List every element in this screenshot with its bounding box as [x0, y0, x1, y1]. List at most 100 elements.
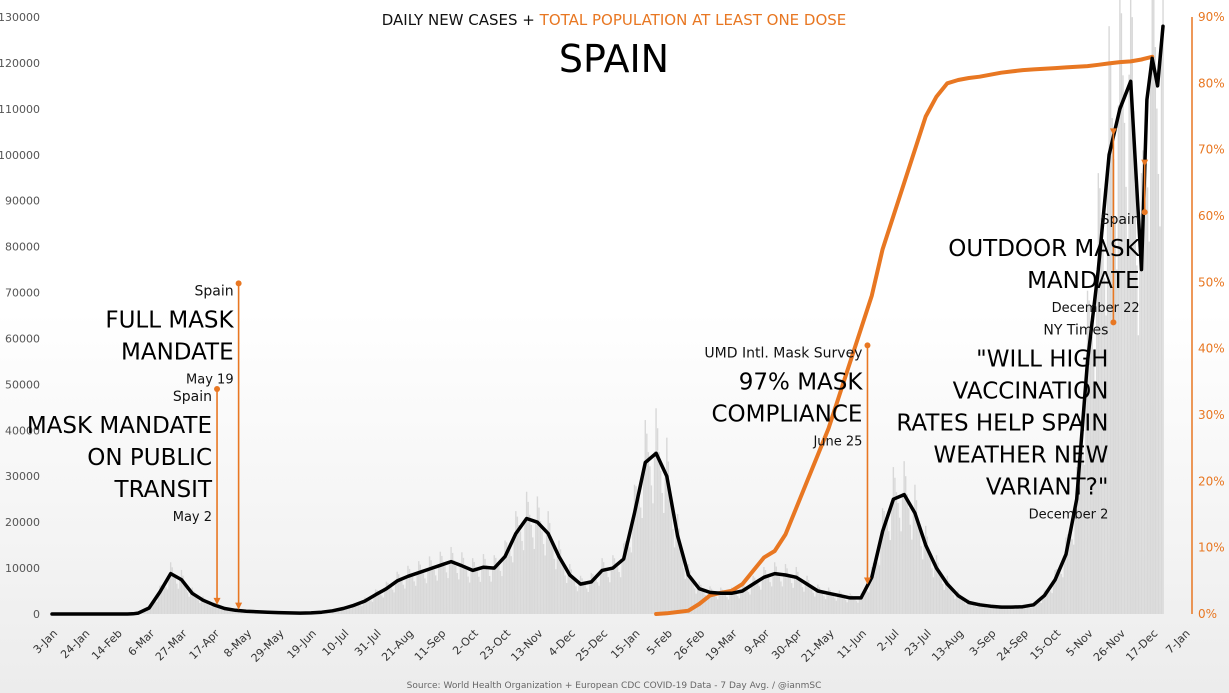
daily-case-bar: [542, 544, 545, 614]
x-tick-label: 17-Apr: [187, 627, 223, 663]
daily-case-bar: [1080, 448, 1083, 614]
daily-case-bar: [861, 591, 864, 614]
daily-case-bar: [1086, 290, 1089, 614]
daily-case-bar: [995, 608, 998, 614]
daily-case-bar: [948, 580, 950, 614]
daily-case-bar: [1068, 534, 1070, 614]
daily-case-bar: [370, 600, 372, 614]
daily-case-bar: [604, 567, 606, 614]
daily-case-bar: [965, 604, 967, 614]
daily-case-bar: [162, 585, 164, 614]
daily-case-bar: [211, 603, 213, 614]
daily-case-bar: [795, 566, 797, 614]
x-tick-label: 7-Jan: [1163, 627, 1192, 656]
daily-case-bar: [898, 517, 901, 614]
daily-case-bar: [763, 566, 765, 614]
y-right-tick-label: 50%: [1198, 275, 1225, 289]
daily-case-bar: [228, 609, 230, 614]
annotation-arrowhead: [235, 602, 243, 610]
daily-case-bar: [545, 530, 548, 614]
daily-case-bar: [478, 576, 480, 614]
daily-case-bar: [610, 567, 613, 614]
daily-case-bar: [721, 589, 724, 614]
daily-case-bar: [328, 612, 331, 614]
daily-case-bar: [622, 543, 625, 614]
daily-case-bar: [1003, 606, 1006, 614]
daily-case-bar: [915, 500, 918, 614]
daily-case-bar: [544, 555, 546, 614]
daily-case-bar: [1023, 605, 1026, 614]
daily-case-bar: [733, 591, 736, 614]
daily-case-bar: [743, 585, 745, 614]
daily-case-bar: [513, 535, 515, 614]
daily-case-bar: [347, 607, 349, 614]
daily-case-bar: [1008, 609, 1010, 614]
y-left-tick-label: 70000: [5, 287, 40, 300]
daily-case-bar: [521, 540, 523, 614]
daily-case-bar: [527, 501, 529, 614]
daily-case-bar: [864, 590, 867, 614]
daily-case-bar: [827, 587, 830, 614]
daily-case-bar: [1143, 150, 1146, 614]
daily-case-bar: [422, 573, 425, 614]
daily-case-bar: [1137, 335, 1140, 614]
daily-case-bar: [908, 508, 910, 614]
daily-case-bar: [552, 547, 554, 614]
daily-case-bar: [649, 466, 651, 614]
daily-case-bar: [766, 574, 768, 614]
daily-case-bar: [925, 525, 927, 614]
daily-case-bar: [458, 579, 460, 614]
daily-case-bar: [784, 564, 787, 614]
daily-case-bar: [1006, 608, 1009, 614]
daily-case-bar: [193, 590, 195, 614]
daily-case-bar: [624, 541, 626, 614]
daily-case-bar: [696, 586, 699, 614]
y-right-tick-label: 30%: [1198, 408, 1225, 422]
daily-case-bar: [945, 581, 947, 614]
daily-case-bar: [493, 555, 495, 614]
daily-case-bar: [398, 574, 400, 614]
daily-case-bar: [498, 565, 500, 614]
daily-case-bar: [182, 575, 184, 614]
daily-case-bar: [735, 593, 737, 614]
daily-case-bar: [897, 503, 899, 614]
daily-case-bar: [1151, 0, 1153, 614]
daily-case-bar: [401, 580, 403, 614]
daily-case-bar: [487, 569, 489, 614]
daily-case-bar: [414, 585, 417, 614]
daily-case-bar: [165, 587, 167, 614]
y-left-tick-label: 40000: [5, 424, 40, 437]
daily-case-bar: [371, 601, 374, 614]
daily-case-bar: [153, 601, 155, 614]
daily-case-bar: [1094, 391, 1096, 614]
daily-case-bar: [1126, 246, 1129, 614]
daily-case-bar: [353, 602, 355, 614]
subtitle-cases: DAILY NEW CASES +: [382, 11, 540, 29]
daily-case-bar: [821, 593, 824, 614]
daily-case-bar: [775, 566, 777, 614]
daily-case-bar: [962, 599, 964, 614]
daily-case-bar: [619, 577, 622, 614]
daily-case-bar: [1022, 604, 1024, 614]
chart-title: SPAIN: [559, 37, 669, 81]
daily-case-bar: [1139, 235, 1141, 615]
daily-case-bar: [377, 591, 380, 614]
daily-case-bar: [1072, 544, 1075, 614]
daily-case-bar: [532, 537, 534, 614]
daily-case-bar: [881, 508, 884, 614]
daily-case-bar: [373, 595, 375, 614]
daily-case-bar: [843, 597, 845, 614]
daily-case-bar: [465, 570, 468, 614]
daily-case-bar: [928, 548, 930, 614]
daily-case-bar: [444, 566, 446, 614]
daily-case-bar: [183, 581, 186, 614]
daily-case-bar: [354, 603, 357, 614]
daily-case-bar: [807, 579, 810, 614]
daily-case-bar: [1025, 605, 1027, 614]
daily-case-bar: [661, 492, 663, 614]
daily-case-bar: [433, 569, 435, 614]
daily-case-bar: [609, 582, 611, 614]
daily-case-bar: [1162, 0, 1164, 614]
daily-case-bar: [173, 573, 175, 614]
